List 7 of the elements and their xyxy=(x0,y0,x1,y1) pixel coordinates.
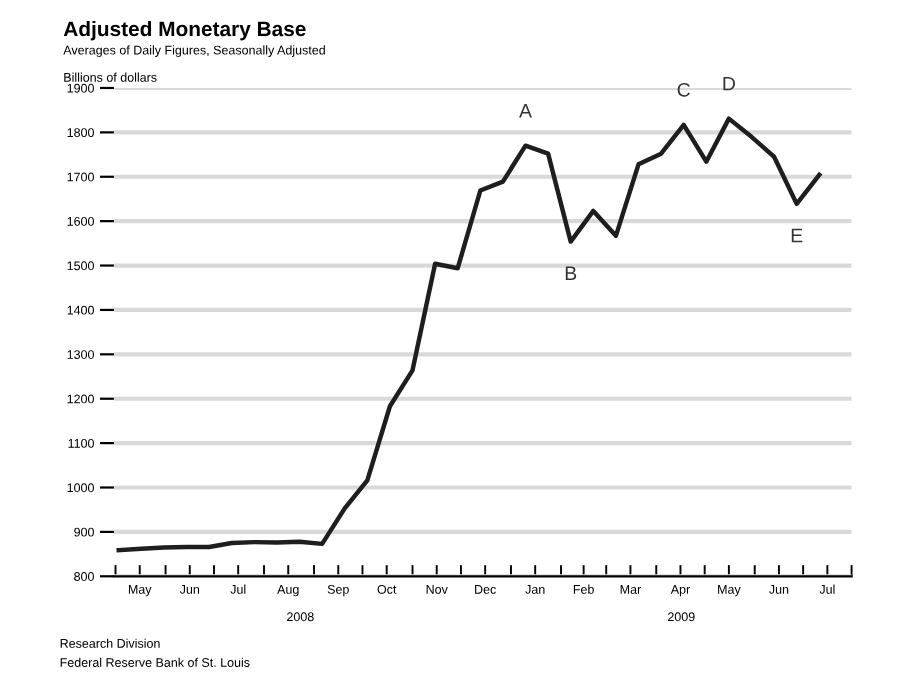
annotation: A xyxy=(519,104,532,118)
line-series xyxy=(116,116,822,553)
chart-title: Adjusted Monetary Base xyxy=(63,20,306,41)
annotation: B xyxy=(565,266,577,280)
annotation: D xyxy=(723,76,735,91)
annotation: E xyxy=(791,228,803,243)
annotation: C xyxy=(677,82,690,97)
